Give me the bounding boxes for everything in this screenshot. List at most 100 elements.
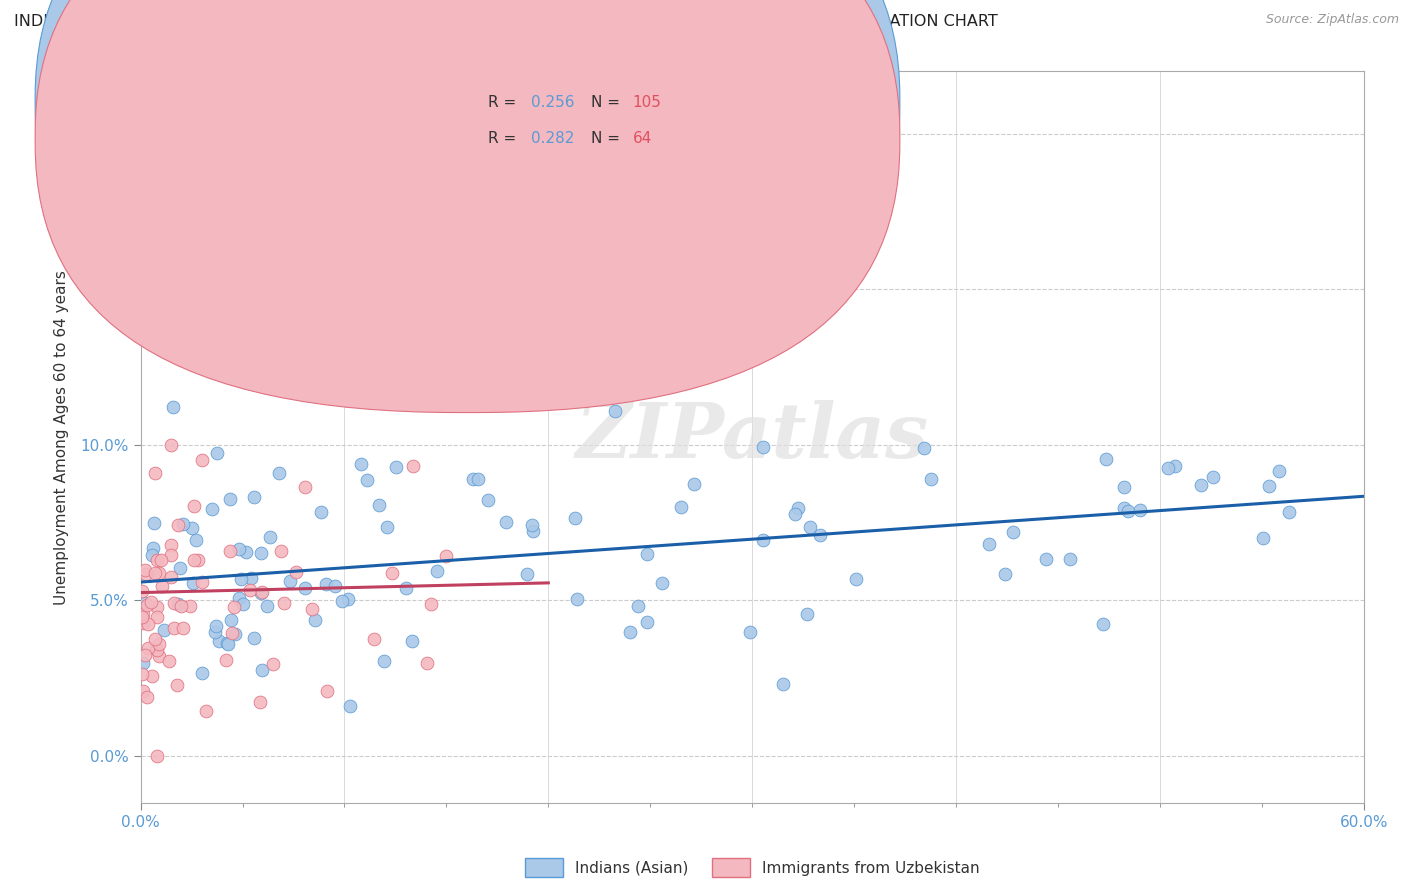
Point <box>180 520 202 534</box>
Point <box>912 441 935 455</box>
Point <box>150 579 173 593</box>
Point <box>217 636 239 650</box>
Point <box>143 566 166 581</box>
Point <box>169 561 191 575</box>
Point <box>170 173 193 187</box>
Point <box>564 511 586 525</box>
Point <box>273 596 295 610</box>
Text: R =: R = <box>488 131 522 145</box>
Point <box>381 566 404 580</box>
Point <box>146 643 169 657</box>
Point <box>467 472 489 486</box>
Point <box>191 665 214 680</box>
Point <box>131 583 153 598</box>
Point <box>683 476 706 491</box>
Point <box>232 597 254 611</box>
Point <box>148 637 170 651</box>
Point <box>166 517 188 532</box>
Point <box>131 610 153 624</box>
Point <box>270 544 292 558</box>
Point <box>205 446 228 460</box>
Point <box>636 547 658 561</box>
Point <box>163 596 186 610</box>
Point <box>191 453 214 467</box>
Text: Source: ZipAtlas.com: Source: ZipAtlas.com <box>1265 13 1399 27</box>
Point <box>146 600 169 615</box>
Point <box>142 541 165 556</box>
Point <box>217 637 239 651</box>
Point <box>163 621 186 635</box>
Point <box>229 572 252 586</box>
Point <box>143 632 166 646</box>
Point <box>160 438 183 452</box>
Point <box>139 595 162 609</box>
Point <box>740 625 762 640</box>
Point <box>669 500 692 514</box>
Point <box>145 609 167 624</box>
Point <box>250 546 273 560</box>
Point <box>285 565 308 579</box>
Point <box>146 189 169 203</box>
Point <box>368 498 391 512</box>
Point <box>205 619 228 633</box>
Point <box>395 581 418 595</box>
Point <box>426 564 449 578</box>
Point <box>136 690 159 704</box>
Point <box>1202 470 1225 484</box>
Point <box>134 597 156 611</box>
Point <box>477 493 499 508</box>
Point <box>219 613 242 627</box>
Point <box>1112 501 1135 516</box>
Point <box>160 538 183 552</box>
Text: 0.256: 0.256 <box>531 95 575 110</box>
Point <box>172 517 194 532</box>
Point <box>228 542 250 557</box>
Point <box>323 579 346 593</box>
Point <box>785 507 807 521</box>
Point <box>522 524 544 538</box>
Point <box>1114 479 1136 493</box>
Point <box>619 624 641 639</box>
Point <box>184 533 207 548</box>
Point <box>141 548 163 562</box>
Point <box>183 499 205 513</box>
Text: ZIPatlas: ZIPatlas <box>575 401 929 474</box>
Point <box>1095 452 1118 467</box>
Point <box>157 654 180 668</box>
Point <box>170 599 193 613</box>
Point <box>134 563 156 577</box>
Point <box>181 576 204 591</box>
Point <box>219 544 242 558</box>
Point <box>301 602 323 616</box>
Point <box>160 570 183 584</box>
Point <box>252 585 274 599</box>
Text: N =: N = <box>591 131 624 145</box>
Point <box>752 440 775 454</box>
Point <box>134 648 156 662</box>
Point <box>651 576 673 591</box>
Point <box>172 621 194 635</box>
Point <box>243 490 266 504</box>
Point <box>1189 478 1212 492</box>
Y-axis label: Unemployment Among Ages 60 to 64 years: Unemployment Among Ages 60 to 64 years <box>55 269 69 605</box>
Point <box>845 573 868 587</box>
Point <box>799 520 821 534</box>
Point <box>1278 505 1301 519</box>
Point <box>309 504 332 518</box>
Point <box>191 574 214 589</box>
Point <box>278 574 301 588</box>
Point <box>250 585 273 599</box>
Point <box>224 599 246 614</box>
Point <box>356 473 378 487</box>
Point <box>419 597 441 611</box>
Point <box>132 607 155 622</box>
Point <box>143 466 166 480</box>
Legend: Indians (Asian), Immigrants from Uzbekistan: Indians (Asian), Immigrants from Uzbekis… <box>519 852 986 883</box>
Point <box>796 607 818 621</box>
Point <box>201 501 224 516</box>
Point <box>339 699 361 714</box>
Point <box>215 652 238 666</box>
Point <box>224 627 246 641</box>
Point <box>1035 551 1057 566</box>
Point <box>183 553 205 567</box>
